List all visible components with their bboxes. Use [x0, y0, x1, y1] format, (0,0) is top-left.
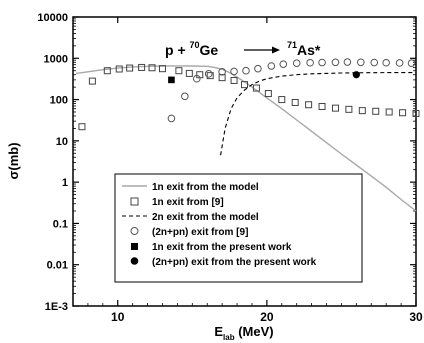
x-axis-label-subscript: lab [223, 333, 235, 342]
x-axis-label: Elab (MeV) [214, 324, 273, 342]
reaction-product-name: As* [297, 42, 321, 58]
series-2npn-present-points [353, 71, 360, 78]
y-tick-label: 0.1 [53, 218, 68, 230]
y-tick-label: 1E-3 [45, 301, 68, 313]
data-point [168, 77, 175, 84]
legend: 1n exit from the model 1n exit from [9] … [115, 174, 362, 282]
y-axis-label: σ(mb) [6, 142, 21, 179]
svg-text:1n exit from [9]: 1n exit from [9] [152, 197, 224, 208]
y-tick-label: 1000 [44, 53, 68, 65]
x-tick-label: 10 [111, 310, 125, 324]
svg-text:(2n+pn) exit from [9]: (2n+pn) exit from [9] [152, 227, 248, 238]
legend-entry-2npn-present: (2n+pn) exit from the present work [131, 257, 317, 268]
x-tick-label: 20 [260, 310, 274, 324]
svg-text:(2n+pn) exit from the present: (2n+pn) exit from the present work [152, 257, 317, 268]
svg-text:1n exit from the present work: 1n exit from the present work [152, 242, 292, 253]
y-tick-label: 0.01 [47, 260, 68, 272]
svg-text:1n exit from the model: 1n exit from the model [152, 182, 259, 193]
reaction-projectile: p + [165, 42, 190, 58]
legend-entry-1n-present: 1n exit from the present work [131, 242, 292, 253]
svg-text:2n exit from the model: 2n exit from the model [152, 212, 259, 223]
data-point [353, 71, 360, 78]
reaction-target-mass: 70 [190, 40, 200, 50]
x-axis-label-symbol: E [214, 324, 223, 339]
y-tick-label: 100 [50, 95, 68, 107]
y-tick-label: 1 [62, 177, 68, 189]
x-axis-label-unit: (MeV) [235, 324, 274, 339]
reaction-target: Ge [200, 42, 219, 58]
reaction-product-mass: 71 [287, 40, 297, 50]
y-tick-label: 10000 [37, 12, 68, 24]
series-1n-present-points [168, 77, 175, 84]
x-tick-label: 30 [409, 310, 423, 324]
y-tick-label: 10 [56, 136, 68, 148]
